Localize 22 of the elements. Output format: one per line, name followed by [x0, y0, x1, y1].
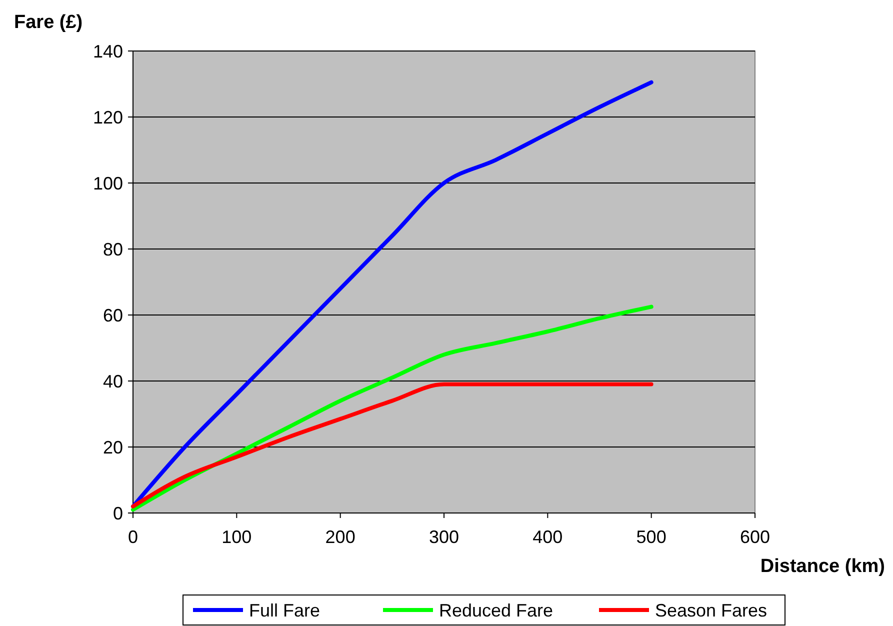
x-axis-title: Distance (km)	[760, 556, 885, 577]
y-tick-label: 100	[92, 173, 123, 194]
y-tick-label: 0	[112, 503, 123, 524]
y-axis-title: Fare (£)	[14, 12, 83, 33]
x-tick-label: 200	[325, 527, 356, 547]
x-tick-label: 500	[636, 527, 666, 547]
y-tick-label: 60	[102, 305, 123, 326]
y-tick-label: 40	[102, 371, 123, 392]
y-tick-label: 140	[92, 41, 123, 62]
line-series	[131, 304, 654, 512]
y-tick-label: 20	[102, 437, 123, 458]
legend-label: Full Fare	[249, 600, 320, 620]
legend-label: Reduced Fare	[439, 600, 554, 620]
legend-label: Season Fares	[655, 600, 768, 620]
x-tick-label: 300	[428, 527, 460, 547]
y-tick-label: 120	[92, 107, 123, 128]
x-tick-label: 100	[222, 527, 252, 547]
y-tick-label: 80	[102, 239, 123, 260]
x-tick-label: 400	[532, 527, 563, 547]
line-series	[131, 382, 654, 508]
x-tick-label: 0	[128, 527, 138, 547]
x-tick-label: 600	[740, 527, 770, 547]
